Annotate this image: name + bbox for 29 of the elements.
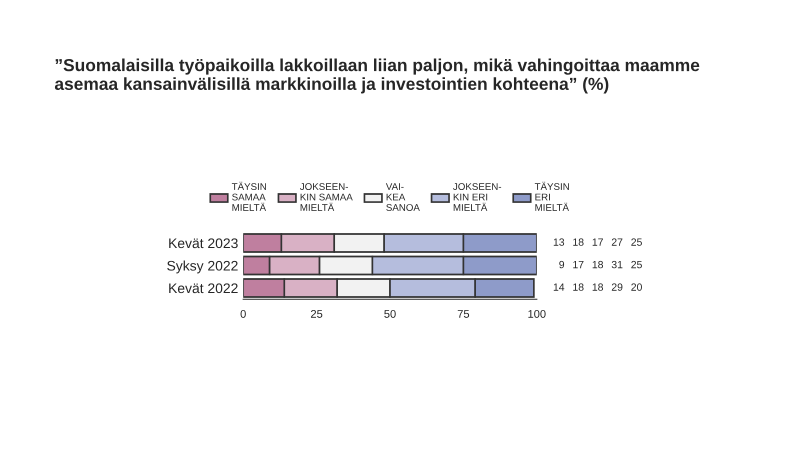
data-label: 18 [573, 283, 584, 291]
legend-label: VAI- KEA SANOA [386, 183, 420, 211]
data-label: 17 [573, 261, 584, 268]
data-label: 31 [612, 260, 622, 268]
x-tick-label: 100 [528, 310, 546, 318]
data-label: 18 [573, 238, 584, 246]
x-tick-label: 75 [458, 310, 470, 318]
x-tick-label: 0 [240, 310, 246, 318]
data-label: 17 [592, 238, 603, 246]
data-label: 29 [612, 283, 622, 291]
data-label: 27 [612, 238, 622, 246]
legend-label: JOKSEEN- KIN SAMAA MIELTÄ [300, 183, 353, 211]
y-tick-label: Kevät 2023 [169, 238, 238, 248]
legend-label: TÄYSIN SAMAA MIELTÄ [232, 182, 266, 211]
y-tick-label: Syksy 2022 [167, 260, 238, 274]
legend-label: TÄYSIN ERI MIELTÄ [534, 182, 569, 211]
data-label: 25 [631, 260, 642, 268]
x-tick-label: 50 [384, 310, 396, 318]
data-label: 18 [592, 283, 604, 291]
data-label: 20 [631, 283, 642, 291]
chart-title: ”Suomalaisilla työpaikoilla lakkoillaan liian paljon, mikä vahingoittaa maamme asemaa kansainvälisillä markkinoilla ja investointien kohteena” (%) [54, 58, 700, 94]
data-label: 9 [559, 260, 564, 268]
x-tick-label: 25 [310, 310, 322, 318]
legend-label: JOKSEEN- KIN ERI MIELTÄ [453, 183, 502, 211]
data-label: 13 [554, 238, 564, 246]
y-tick-label: Kevät 2022 [169, 283, 238, 294]
data-label: 14 [554, 284, 564, 291]
data-label: 25 [631, 238, 642, 246]
data-label: 18 [592, 260, 604, 268]
